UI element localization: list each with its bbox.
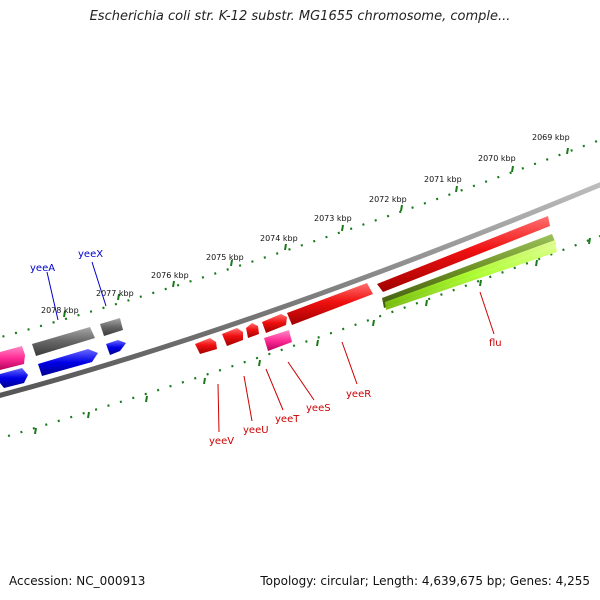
accession-text: Accession: NC_000913 xyxy=(9,574,146,588)
ruler-label-2074: 2074 kbp xyxy=(260,234,298,243)
gene-yeeX-blue xyxy=(106,340,126,355)
gene-label-yeeS: yeeS xyxy=(306,403,331,414)
gene-blue-left xyxy=(0,368,28,388)
gene-pink-left xyxy=(0,346,25,370)
map-title: Escherichia coli str. K-12 substr. MG165… xyxy=(89,9,511,24)
ruler-label-2078: 2078 kbp xyxy=(41,306,79,315)
gene-label-yeeU: yeeU xyxy=(243,425,269,436)
gene-yeeS-red xyxy=(262,314,287,333)
ruler-label-2072: 2072 kbp xyxy=(369,195,407,204)
gene-yeeA-grey xyxy=(32,327,95,356)
ruler-label-2076: 2076 kbp xyxy=(151,271,189,280)
gene-labels: yeeA yeeX flu yeeR yeeS yeeT yeeU yeeV xyxy=(30,249,502,447)
gene-flu-red xyxy=(377,216,550,292)
ruler-label-2069: 2069 kbp xyxy=(532,133,570,142)
topology-text: Topology: circular; Length: 4,639,675 bp… xyxy=(260,574,590,588)
backbone-track xyxy=(0,182,600,398)
gene-label-yeeT: yeeT xyxy=(275,414,300,425)
ruler-labels: 2069 kbp 2070 kbp 2071 kbp 2072 kbp 2073… xyxy=(41,133,570,315)
gene-label-yeeX: yeeX xyxy=(78,249,103,260)
ruler-label-2071: 2071 kbp xyxy=(424,175,462,184)
label-leaders xyxy=(46,261,495,433)
inner-ruler xyxy=(7,234,600,438)
gene-yeeA-blue xyxy=(38,349,98,376)
ruler-label-2073: 2073 kbp xyxy=(314,214,352,223)
gene-label-yeeV: yeeV xyxy=(209,436,234,447)
outer-ruler xyxy=(0,138,600,339)
reverse-genes xyxy=(0,318,126,388)
gene-yeeU xyxy=(222,328,243,346)
ruler-label-2070: 2070 kbp xyxy=(478,154,516,163)
gene-label-yeeR: yeeR xyxy=(346,389,371,400)
ruler-label-2077: 2077 kbp xyxy=(96,289,134,298)
gene-label-yeeA: yeeA xyxy=(30,263,55,274)
gene-label-flu: flu xyxy=(489,338,502,349)
gene-flu-lime xyxy=(385,240,557,310)
gene-yeeS-pink xyxy=(264,330,292,351)
gene-yeeX-grey xyxy=(100,318,123,336)
forward-genes xyxy=(195,216,557,354)
gene-yeeV xyxy=(195,338,217,354)
gene-yeeR xyxy=(287,283,373,325)
gene-yeeT xyxy=(246,323,259,338)
ruler-label-2075: 2075 kbp xyxy=(206,253,244,262)
